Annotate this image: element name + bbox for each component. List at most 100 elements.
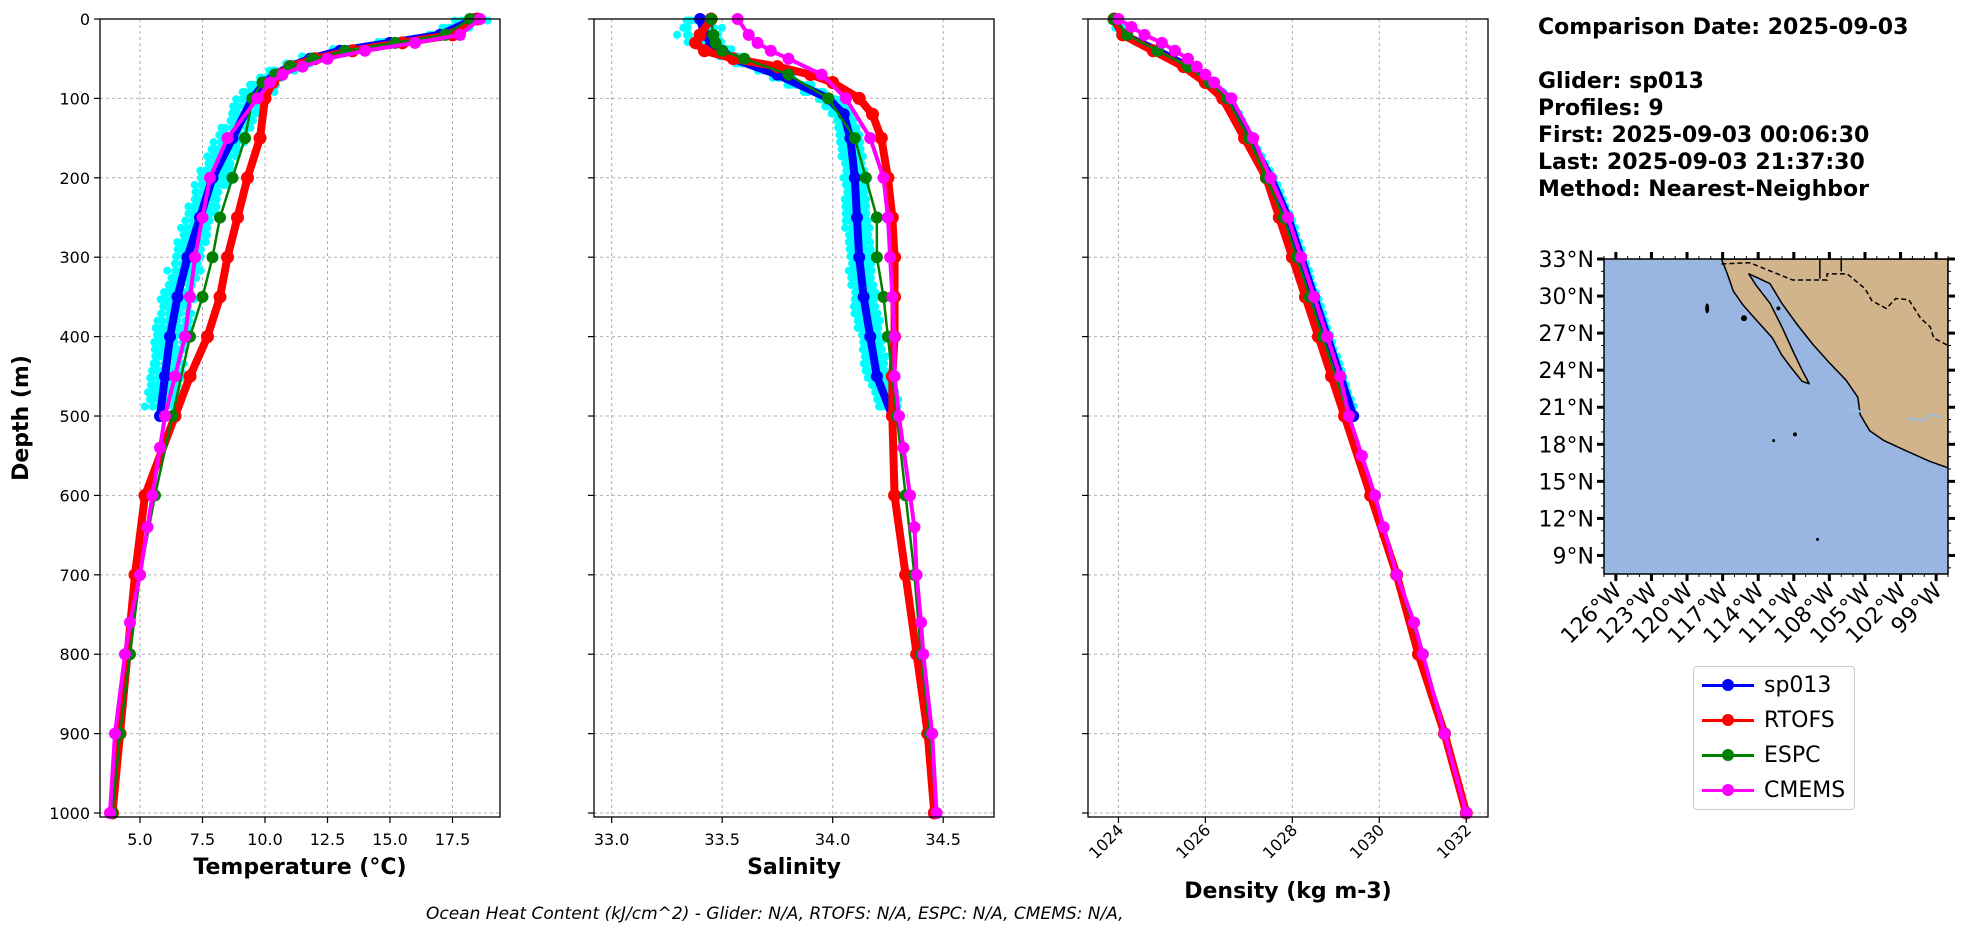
glider-name: Glider: sp013: [1538, 69, 1704, 94]
data-point-cmems: [1125, 20, 1138, 33]
glider-profile-point: [841, 223, 850, 232]
data-point-cmems: [276, 68, 289, 81]
data-point-sp013: [857, 290, 870, 303]
river: [1906, 413, 1943, 422]
x-tick-label: 10.0: [247, 830, 283, 849]
glider-profile-point: [869, 295, 878, 304]
data-point-cmems: [1247, 132, 1260, 145]
y-tick-label: 900: [59, 725, 90, 744]
legend-item-sp013: sp013: [1702, 668, 1831, 702]
data-point-cmems: [1138, 28, 1151, 41]
data-point-cmems: [1355, 449, 1368, 462]
data-point-cmems: [1199, 68, 1212, 81]
glider-profile-point: [673, 30, 682, 39]
comparison-date: Comparison Date: 2025-09-03: [1538, 15, 1909, 40]
island: [1705, 303, 1710, 314]
data-point-cmems: [1342, 410, 1355, 423]
glider-profile-point: [147, 373, 156, 382]
y-tick-label: 800: [59, 645, 90, 664]
data-point-cmems: [321, 52, 334, 65]
glider-profile-point: [874, 331, 883, 340]
glider-profile-point: [222, 180, 231, 189]
lat-tick-label: 33°N: [1539, 248, 1594, 273]
data-point-cmems: [930, 807, 943, 820]
glider-profile-point: [875, 345, 884, 354]
glider-profile-point: [184, 202, 193, 211]
y-axis-label: Depth (m): [9, 355, 34, 481]
data-point-espc: [196, 290, 209, 303]
data-point-rtofs: [874, 131, 888, 145]
legend-item-cmems: CMEMS: [1702, 773, 1845, 807]
data-point-cmems: [296, 60, 309, 73]
lat-tick-label: 15°N: [1539, 470, 1594, 495]
data-point-cmems: [119, 648, 131, 661]
data-point-rtofs: [888, 488, 902, 502]
data-point-cmems: [751, 36, 764, 49]
data-point-rtofs: [241, 171, 254, 185]
mainland: [1720, 259, 1948, 469]
data-point-cmems: [1460, 807, 1473, 820]
method: Method: Nearest-Neighbor: [1538, 177, 1869, 202]
glider-profile-point: [873, 309, 882, 318]
data-point-rtofs: [231, 211, 244, 225]
x-tick-label: 7.5: [190, 830, 215, 849]
x-axis-label: Density (kg m-3): [1184, 879, 1392, 904]
glider-profile-point: [196, 266, 205, 275]
data-point-cmems: [1334, 370, 1347, 383]
x-tick-label: 1028: [1259, 820, 1301, 862]
data-point-cmems: [917, 648, 930, 661]
x-tick-label: 1032: [1433, 820, 1475, 862]
glider-profile-point: [176, 223, 185, 232]
data-point-sp013: [171, 290, 184, 303]
lat-tick-label: 24°N: [1539, 359, 1594, 384]
legend-swatch: [1702, 745, 1754, 765]
border-line: [1721, 261, 1948, 347]
data-point-cmems: [908, 521, 921, 534]
data-point-cmems: [1308, 290, 1321, 303]
glider-profile-point: [862, 209, 871, 218]
data-point-cmems: [877, 171, 890, 184]
glider-profile-point: [226, 159, 235, 168]
data-point-rtofs: [201, 330, 214, 344]
data-point-sp013: [853, 251, 866, 264]
x-tick-label: 5.0: [127, 830, 152, 849]
data-point-cmems: [184, 290, 196, 303]
data-point-espc: [239, 132, 251, 145]
data-point-espc: [877, 290, 890, 303]
data-point-cmems: [864, 132, 877, 145]
glider-profile-point: [173, 238, 182, 247]
glider-profile-point: [157, 309, 166, 318]
data-point-cmems: [884, 251, 897, 264]
y-tick-label: 600: [59, 486, 90, 505]
data-point-cmems: [1225, 92, 1238, 105]
temperature-panel: 5.0 7.5 10.0 12.5 15.0 17.5 0 100 200 300 400 500 60…: [9, 10, 501, 880]
x-tick-label: 33.0: [594, 830, 630, 849]
glider-profile-point: [201, 238, 210, 247]
glider-profile-point: [683, 23, 692, 32]
data-point-cmems: [1368, 489, 1381, 502]
island: [1772, 439, 1776, 443]
glider-profile-point: [151, 338, 160, 347]
data-point-cmems: [146, 489, 159, 502]
land: [1705, 259, 1948, 541]
glider-profile-point: [880, 366, 889, 375]
glider-profile-point: [196, 173, 205, 182]
data-point-cmems: [1377, 521, 1390, 534]
data-point-cmems: [742, 28, 755, 41]
data-point-cmems: [888, 370, 901, 383]
data-point-sp013: [850, 211, 863, 224]
data-point-cmems: [104, 807, 116, 820]
series-sp013: [1108, 13, 1360, 423]
data-point-espc: [859, 171, 872, 184]
data-point-rtofs: [689, 36, 703, 50]
lat-tick-label: 30°N: [1539, 285, 1594, 310]
glider-profile-point: [191, 188, 200, 197]
glider-profile-point: [148, 395, 157, 404]
glider-profile-point: [849, 266, 858, 275]
glider-profile-point: [181, 216, 190, 225]
data-point-cmems: [251, 92, 264, 105]
data-point-sp013: [864, 330, 877, 343]
glider-profile-point: [163, 266, 172, 275]
glider-profile-point: [234, 102, 243, 111]
